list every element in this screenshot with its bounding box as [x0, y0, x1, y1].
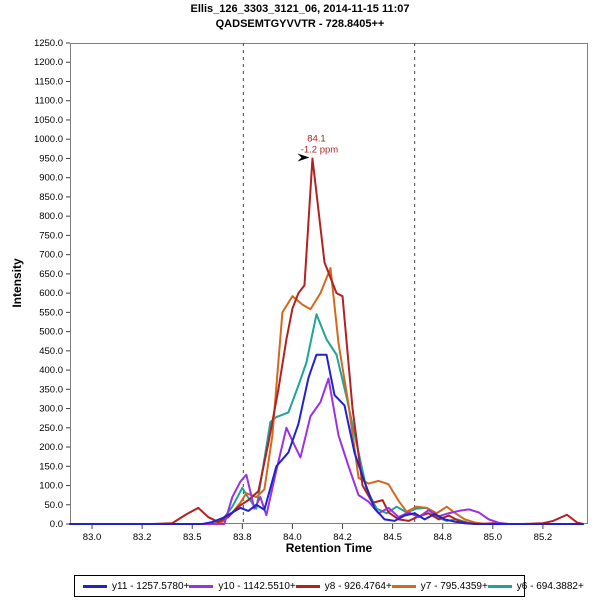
y-tick-label: 900.0: [39, 173, 63, 184]
y-tick-label: 1250.0: [34, 38, 63, 49]
x-tick-label: 83.5: [183, 532, 202, 543]
series-y7[interactable]: [69, 267, 584, 525]
legend-line-swatch: [487, 584, 512, 588]
y-tick-label: 1150.0: [35, 76, 63, 87]
y-tick-label: 1200.0: [34, 57, 63, 68]
x-tick-label: 83.0: [83, 532, 102, 543]
plot-frame: [70, 43, 588, 524]
chart-subtitle: QADSEMTGYVVTR - 728.8405++: [215, 18, 385, 30]
y-tick-label: 400.0: [39, 365, 63, 376]
y-tick-label: 700.0: [39, 250, 63, 261]
peak-ppm-annotation: -1.2 ppm: [301, 144, 339, 155]
x-tick-label: 85.2: [534, 532, 553, 543]
y-tick-label: 200.0: [39, 442, 63, 453]
series-y10[interactable]: [69, 377, 584, 525]
y-tick-label: 550.0: [39, 307, 63, 318]
x-tick-label: 85.0: [484, 532, 503, 543]
y-tick-label: 350.0: [39, 384, 63, 395]
legend-item-label: y8 - 926.4764+: [324, 580, 392, 592]
series-y8[interactable]: [69, 157, 584, 525]
legend-item-y8: y8 - 926.4764+: [295, 580, 392, 592]
y-tick-label: 850.0: [39, 192, 63, 203]
legend-line-swatch: [189, 584, 214, 588]
y-tick-label: 450.0: [39, 346, 63, 357]
chart-title: Ellis_126_3303_3121_06, 2014-11-15 11:07: [190, 3, 410, 15]
y-tick-label: 50.0: [45, 500, 64, 511]
y-tick-label: 250.0: [39, 423, 63, 434]
y-tick-label: 600.0: [39, 288, 63, 299]
y-tick-label: 1100.0: [35, 96, 63, 107]
legend-item-y6: y6 - 694.3882+: [487, 580, 584, 592]
y-tick-label: 1000.0: [34, 134, 63, 145]
legend: y11 - 1257.5780+ y10 - 1142.5510+ y8 - 926…: [74, 575, 584, 597]
legend-item-label: y10 - 1142.5510+: [218, 580, 296, 592]
y-tick-label: 300.0: [39, 404, 63, 415]
x-tick-label: 83.8: [233, 532, 252, 543]
legend-line-swatch: [391, 584, 416, 588]
y-tick-label: 500.0: [39, 327, 63, 338]
series-y6[interactable]: [69, 313, 584, 525]
legend-item-label: y11 - 1257.5780+: [112, 580, 190, 592]
y-tick-label: 1050.0: [34, 115, 63, 126]
y-tick-label: 750.0: [39, 230, 63, 241]
y-tick-label: 800.0: [39, 211, 63, 222]
y-tick-label: 100.0: [39, 481, 63, 492]
x-tick-label: 83.2: [133, 532, 152, 543]
x-tick-label: 84.0: [283, 532, 302, 543]
legend-item-label: y7 - 795.4359+: [420, 580, 488, 592]
legend-item-y11: y11 - 1257.5780+: [83, 581, 189, 592]
peak-rt-annotation: 84.1: [307, 133, 326, 144]
legend-item-y7: y7 - 795.4359+: [391, 580, 488, 592]
y-tick-label: 0.0: [50, 519, 63, 530]
legend-line-swatch: [295, 584, 320, 588]
x-tick-label: 84.2: [333, 532, 352, 543]
x-tick-label: 84.8: [433, 532, 452, 543]
peak-pointer-icon: [297, 153, 310, 162]
x-tick-label: 84.5: [383, 532, 402, 543]
legend-item-label: y6 - 694.3882+: [516, 580, 584, 592]
legend-line-swatch: [83, 584, 107, 588]
legend-item-y10: y10 - 1142.5510+: [189, 580, 296, 592]
x-axis-title: Retention Time: [285, 541, 373, 555]
series-y11[interactable]: [69, 353, 584, 525]
y-tick-label: 150.0: [39, 461, 63, 472]
y-tick-label: 650.0: [39, 269, 63, 280]
y-tick-label: 950.0: [39, 153, 63, 164]
